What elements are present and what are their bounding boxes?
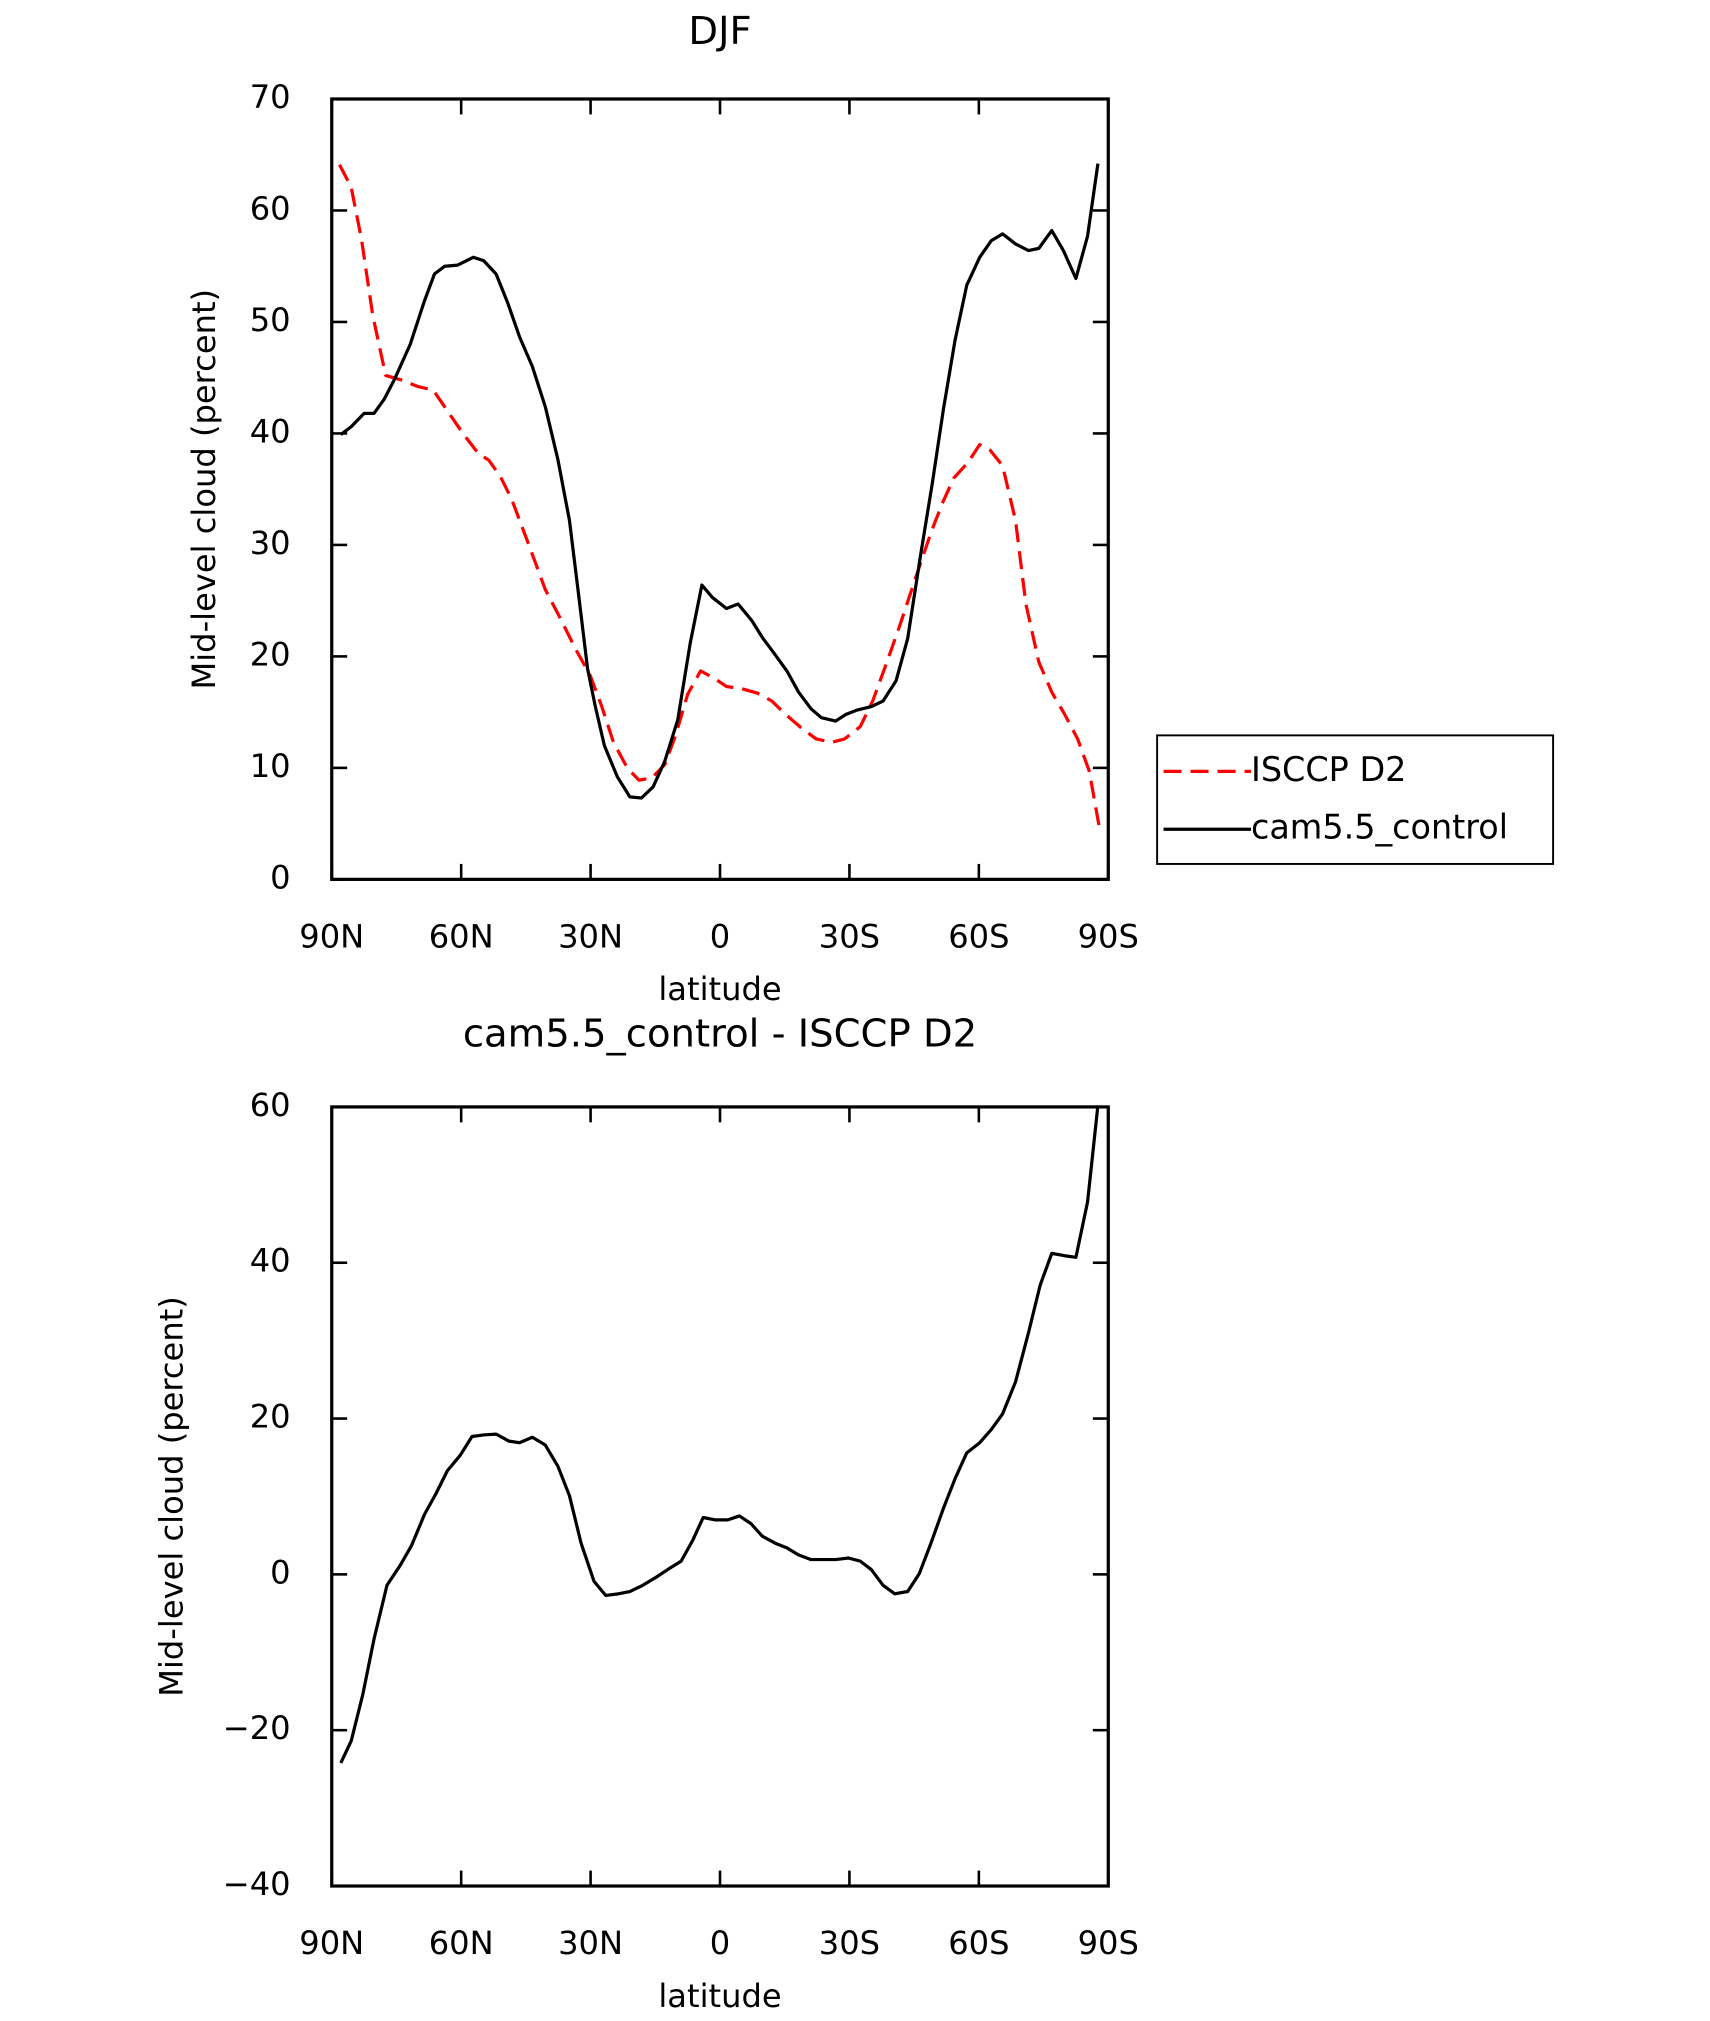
- y-tick-label: 0: [270, 858, 290, 896]
- x-axis-label: latitude: [658, 1977, 781, 2015]
- x-tick-label: 30S: [819, 1924, 880, 1962]
- x-tick-label: 90S: [1078, 918, 1139, 956]
- x-axis-label: latitude: [658, 970, 781, 1008]
- x-tick-label: 30S: [819, 918, 880, 956]
- chart-title: cam5.5_control - ISCCP D2: [463, 1012, 977, 1057]
- x-tick-label: 60S: [948, 1924, 1009, 1962]
- y-tick-label: −20: [223, 1709, 291, 1747]
- y-tick-label: −40: [223, 1865, 291, 1903]
- y-axis-label: Mid-level cloud (percent): [185, 289, 223, 690]
- data-line: [339, 1105, 1100, 1764]
- y-tick-label: 10: [250, 747, 291, 785]
- legend-label: cam5.5_control: [1251, 808, 1508, 847]
- chart-title: DJF: [688, 9, 751, 54]
- y-tick-label: 30: [250, 524, 291, 562]
- y-tick-label: 70: [250, 78, 291, 116]
- x-tick-label: 60S: [948, 918, 1009, 956]
- y-tick-label: 60: [250, 1086, 291, 1124]
- y-tick-label: 20: [250, 635, 291, 673]
- x-tick-label: 30N: [558, 1924, 623, 1962]
- legend-label: ISCCP D2: [1251, 750, 1406, 789]
- x-tick-label: 60N: [429, 918, 494, 956]
- x-tick-label: 90N: [299, 918, 364, 956]
- y-tick-label: 0: [270, 1553, 290, 1591]
- plot-frame: [330, 1105, 1110, 1888]
- y-tick-label: 50: [250, 301, 291, 339]
- y-tick-label: 20: [250, 1398, 291, 1436]
- x-tick-label: 90S: [1078, 1924, 1139, 1962]
- x-tick-label: 0: [710, 1924, 730, 1962]
- y-tick-label: 60: [250, 189, 291, 227]
- x-tick-label: 0: [710, 918, 730, 956]
- data-line: [339, 163, 1100, 800]
- data-line: [338, 164, 1102, 830]
- x-tick-label: 60N: [429, 1924, 494, 1962]
- y-tick-label: 40: [250, 412, 291, 450]
- plot-frame: [330, 97, 1110, 881]
- x-tick-label: 30N: [558, 918, 623, 956]
- x-tick-label: 90N: [299, 1924, 364, 1962]
- y-axis-label: Mid-level cloud (percent): [153, 1296, 191, 1697]
- y-tick-label: 40: [250, 1242, 291, 1280]
- legend-box: [1156, 734, 1555, 865]
